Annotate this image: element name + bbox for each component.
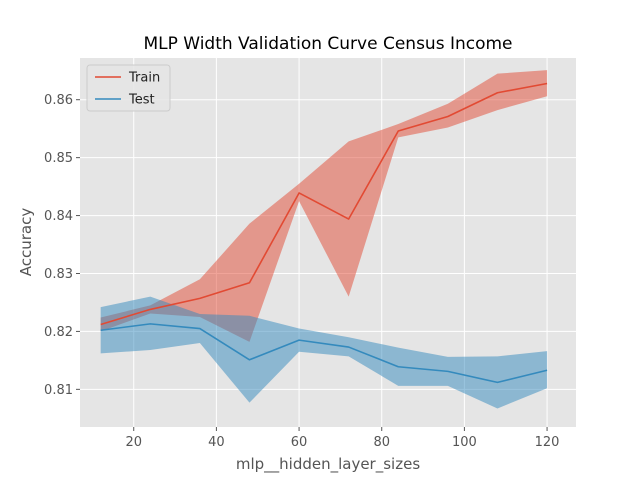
y-axis-label: Accuracy xyxy=(17,208,35,277)
test-line xyxy=(100,323,548,384)
series-lines xyxy=(100,82,548,384)
y-axis-ticks: 0.81 0.82 0.83 0.84 0.85 0.86 xyxy=(44,93,80,398)
legend-label-test: Test xyxy=(128,93,155,108)
y-tick-label: 0.81 xyxy=(44,383,73,398)
y-tick-label: 0.83 xyxy=(44,267,73,282)
x-tick-label: 60 xyxy=(291,435,308,450)
train-line xyxy=(100,82,548,326)
x-tick-label: 100 xyxy=(452,435,477,450)
x-tick-label: 40 xyxy=(208,435,225,450)
legend: Train Test xyxy=(86,64,171,112)
y-tick-label: 0.86 xyxy=(44,93,73,108)
y-tick-label: 0.82 xyxy=(44,325,73,340)
chart-title: MLP Width Validation Curve Census Income xyxy=(143,34,512,54)
x-axis-label: mlp__hidden_layer_sizes xyxy=(236,455,420,474)
y-tick-label: 0.85 xyxy=(44,151,73,166)
y-tick-label: 0.84 xyxy=(44,209,73,224)
x-tick-label: 120 xyxy=(535,435,560,450)
x-axis-ticks: 20 40 60 80 100 120 xyxy=(125,427,559,450)
x-tick-label: 80 xyxy=(373,435,390,450)
legend-label-train: Train xyxy=(128,71,160,86)
test-band xyxy=(100,296,548,409)
x-tick-label: 20 xyxy=(125,435,142,450)
